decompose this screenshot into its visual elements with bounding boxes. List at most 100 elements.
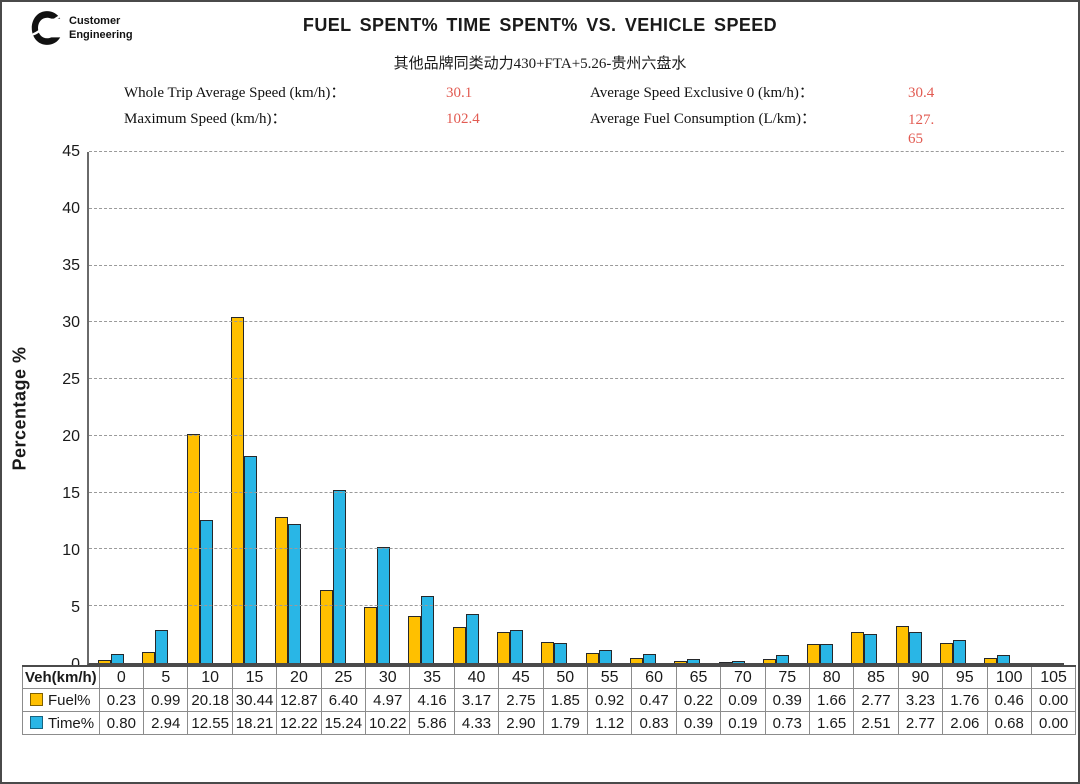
cell-time-25: 15.24 [320, 711, 367, 735]
bar-fuel-30 [364, 607, 378, 663]
cell-fuel-70: 0.09 [720, 688, 766, 712]
bar-time-45 [509, 630, 523, 663]
bar-time-75 [775, 655, 789, 663]
bar-fuel-100 [984, 658, 998, 663]
cell-fuel-25: 6.40 [320, 688, 367, 712]
bar-fuel-5 [142, 652, 156, 663]
gridline-45 [89, 151, 1064, 152]
bar-time-85 [864, 634, 878, 663]
trip-stats: Whole Trip Average Speed (km/h)： 30.1 Av… [124, 85, 1064, 149]
bar-group-50 [532, 642, 576, 663]
bar-group-80 [798, 644, 842, 663]
y-axis-title: Percentage % [2, 152, 38, 665]
y-tick-5: 5 [71, 599, 80, 617]
bar-fuel-0 [98, 660, 112, 663]
cell-fuel-60: 0.47 [631, 688, 677, 712]
speed-col-105: 105 [1030, 665, 1077, 689]
bar-group-105 [1020, 662, 1064, 663]
bar-time-35 [421, 596, 435, 663]
data-table: Veh(km/h) 0 5 10 15 20 25 30 35 40 45 50 55 60 65 70 75… [22, 665, 1077, 735]
cell-fuel-105: 0.00 [1030, 688, 1077, 712]
logo-line-2: Engineering [69, 29, 133, 41]
cell-fuel-40: 3.17 [453, 688, 500, 712]
y-tick-15: 15 [62, 485, 80, 503]
bar-time-0 [111, 654, 125, 663]
y-axis-title-text: Percentage % [9, 346, 30, 471]
bar-time-65 [687, 659, 701, 663]
cell-fuel-95: 1.76 [942, 688, 988, 712]
bar-fuel-85 [851, 632, 865, 663]
bar-time-100 [997, 655, 1011, 663]
bar-fuel-35 [408, 616, 422, 663]
bar-group-20 [266, 517, 310, 663]
cell-fuel-90: 3.23 [897, 688, 944, 712]
bar-fuel-50 [541, 642, 555, 663]
stat-label-whole-trip-avg-speed: Whole Trip Average Speed (km/h)： [124, 85, 346, 101]
bar-time-15 [244, 456, 258, 663]
cell-time-60: 0.83 [631, 711, 677, 735]
cell-time-80: 1.65 [808, 711, 855, 735]
stat-value-fuel-line2: 65 [908, 131, 923, 147]
bar-time-55 [598, 650, 612, 663]
bar-fuel-70 [718, 662, 732, 663]
stat-value-maximum-speed: 102.4 [446, 111, 480, 127]
cell-time-75: 0.73 [764, 711, 810, 735]
speed-col-30: 30 [365, 665, 411, 689]
cell-fuel-30: 4.97 [365, 688, 411, 712]
bar-time-70 [731, 661, 745, 663]
cell-time-10: 12.55 [187, 711, 233, 735]
stat-value-avg-fuel-consumption: 127. 65 [908, 111, 1064, 149]
cell-fuel-65: 0.22 [675, 688, 722, 712]
cell-fuel-20: 12.87 [276, 688, 322, 712]
speed-col-65: 65 [675, 665, 722, 689]
page-title: FUEL SPENT% TIME SPENT% VS. VEHICLE SPEE… [302, 15, 778, 35]
bar-group-65 [665, 659, 709, 663]
speed-col-70: 70 [720, 665, 766, 689]
cell-fuel-100: 0.46 [986, 688, 1032, 712]
stat-label-maximum-speed: Maximum Speed (km/h)： [124, 111, 287, 127]
bar-fuel-95 [940, 643, 954, 663]
gridline-25 [89, 378, 1064, 380]
bar-fuel-90 [895, 626, 909, 663]
cell-time-105: 0.00 [1030, 711, 1077, 735]
cell-fuel-15: 30.44 [231, 688, 278, 712]
bar-group-70 [709, 661, 753, 663]
cummins-c-icon [31, 11, 61, 45]
y-tick-40: 40 [62, 200, 80, 218]
cell-time-0: 0.80 [98, 711, 145, 735]
bar-group-5 [133, 630, 177, 663]
bar-time-40 [465, 614, 479, 663]
y-tick-0: 0 [38, 656, 80, 674]
cell-fuel-35: 4.16 [409, 688, 455, 712]
y-tick-10: 10 [62, 542, 80, 560]
bar-time-95 [953, 640, 967, 663]
speed-col-95: 95 [942, 665, 988, 689]
bar-fuel-65 [674, 661, 688, 663]
series-label-time: Time% [48, 714, 95, 732]
bar-time-25 [332, 490, 346, 663]
bar-time-90 [908, 632, 922, 663]
bar-group-95 [931, 640, 975, 663]
speed-col-35: 35 [409, 665, 455, 689]
gridline-40 [89, 207, 1064, 209]
bar-group-25 [311, 490, 355, 663]
speed-col-50: 50 [542, 665, 588, 689]
y-tick-30: 30 [62, 314, 80, 332]
bar-group-75 [754, 655, 798, 663]
cell-time-55: 1.12 [586, 711, 633, 735]
y-tick-25: 25 [62, 371, 80, 388]
cell-fuel-50: 1.85 [542, 688, 588, 712]
bar-time-20 [288, 524, 302, 663]
cell-time-100: 0.68 [986, 711, 1032, 735]
gridline-30 [89, 321, 1064, 323]
bar-group-0 [89, 654, 133, 663]
y-tick-45: 45 [62, 143, 80, 160]
speed-col-5: 5 [143, 665, 189, 689]
cell-time-50: 1.79 [542, 711, 588, 735]
speed-col-80: 80 [808, 665, 855, 689]
bar-time-10 [199, 520, 213, 663]
cell-time-5: 2.94 [143, 711, 189, 735]
bar-group-90 [887, 626, 931, 663]
gridline-10 [89, 548, 1064, 550]
